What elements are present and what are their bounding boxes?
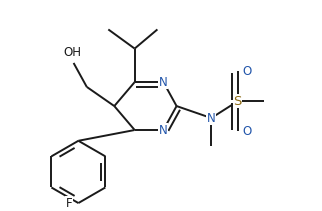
Text: OH: OH xyxy=(63,46,81,60)
Text: S: S xyxy=(233,95,242,108)
Text: O: O xyxy=(242,65,251,78)
Text: N: N xyxy=(159,123,168,137)
Text: N: N xyxy=(159,76,168,89)
Text: O: O xyxy=(242,125,251,138)
Text: F: F xyxy=(65,197,72,210)
Text: N: N xyxy=(207,112,216,124)
